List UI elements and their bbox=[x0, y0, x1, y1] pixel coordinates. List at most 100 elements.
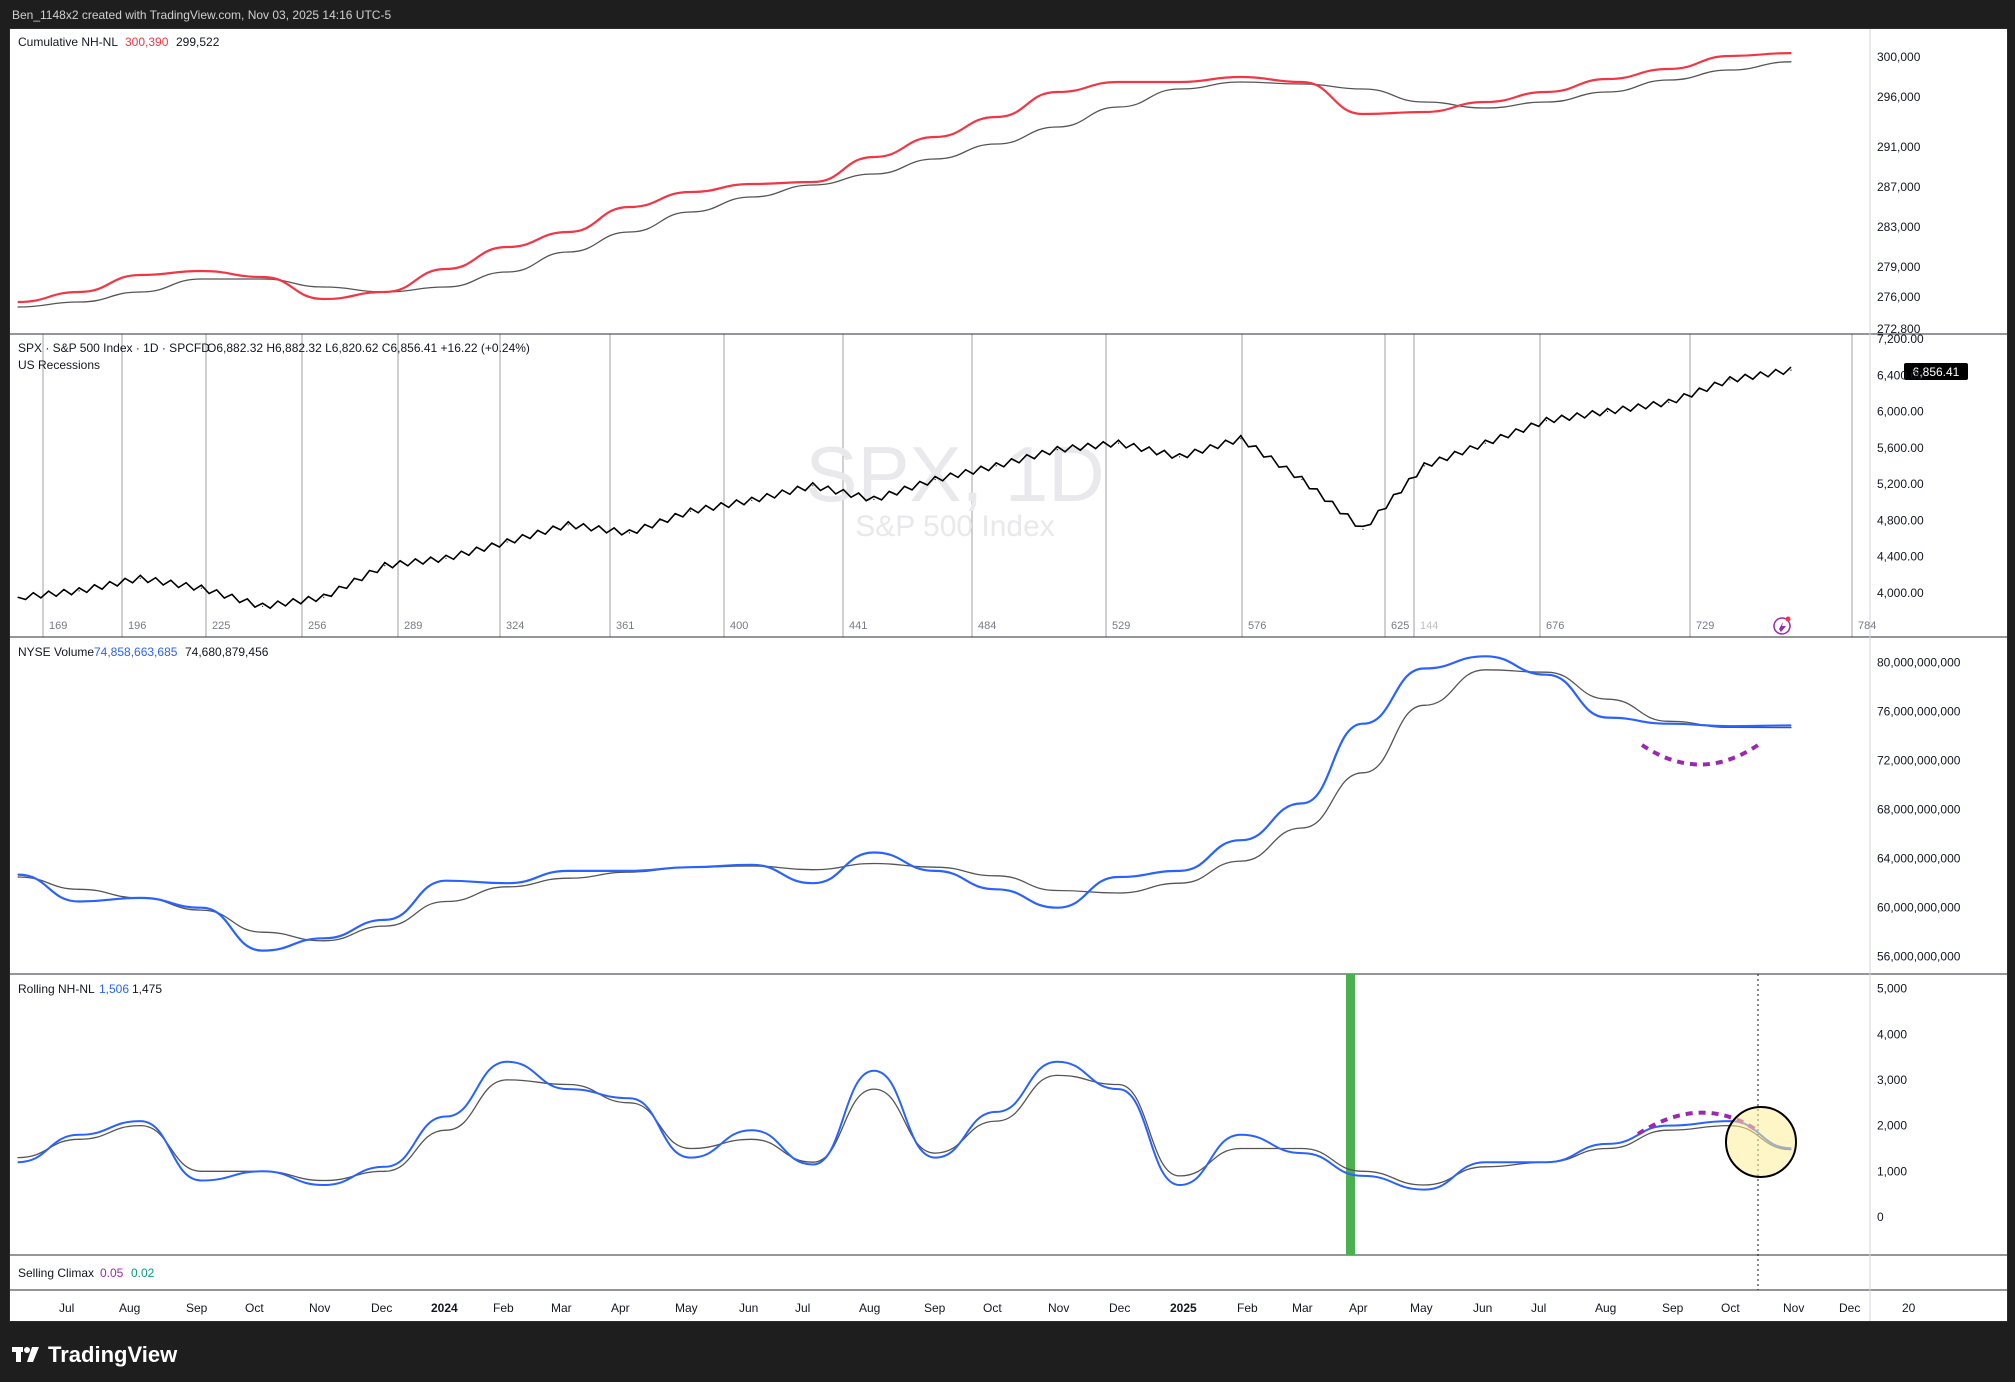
data-point bbox=[995, 465, 997, 467]
data-point bbox=[995, 116, 997, 118]
data-point bbox=[1484, 655, 1486, 657]
data-point bbox=[1423, 101, 1425, 103]
spx-legend: SPX · S&P 500 Index · 1D · SPCFD O6,882.… bbox=[18, 341, 530, 372]
data-point bbox=[1362, 88, 1364, 90]
data-point bbox=[1179, 456, 1181, 458]
bar-count-label: 196 bbox=[128, 620, 146, 632]
data-point bbox=[139, 291, 141, 293]
data-point bbox=[200, 1179, 202, 1182]
replay-icon[interactable] bbox=[1773, 616, 1791, 635]
data-point bbox=[1668, 1129, 1670, 1131]
chart-svg[interactable]: 169 196 225 256 289 324 361 400 441 484 529 576 625 1… bbox=[10, 29, 2007, 1321]
y-axis-tick-label: 60,000,000,000 bbox=[1877, 901, 1961, 915]
y-axis-tick-label: 279,000 bbox=[1877, 260, 1921, 274]
data-point bbox=[1179, 81, 1181, 83]
x-axis-tick-label: Nov bbox=[1783, 1301, 1804, 1315]
data-point bbox=[934, 1157, 936, 1159]
x-axis-tick-label: Apr bbox=[1349, 1301, 1368, 1315]
x-axis-tick-label: 20 bbox=[1902, 1301, 1916, 1315]
data-point bbox=[1117, 1083, 1120, 1086]
data-point bbox=[751, 196, 753, 198]
data-point bbox=[323, 298, 325, 300]
nhnl-value-2: 299,522 bbox=[176, 35, 220, 49]
bar-count-label: 529 bbox=[1112, 620, 1130, 632]
data-point bbox=[1423, 1189, 1425, 1191]
data-point bbox=[262, 1170, 264, 1172]
data-point bbox=[1545, 671, 1547, 673]
y-axis-tick-label: 7,200.00 bbox=[1877, 332, 1924, 346]
bar-count-label: 361 bbox=[616, 620, 634, 632]
data-point bbox=[567, 870, 569, 872]
data-point bbox=[567, 524, 569, 526]
y-axis-tick-label: 5,600.00 bbox=[1877, 441, 1924, 455]
y-axis-tick-label: 3,000 bbox=[1877, 1073, 1907, 1087]
rolling-legend: Rolling NH-NL 1,506 1,475 bbox=[18, 982, 162, 996]
rolling-title: Rolling NH-NL bbox=[18, 982, 95, 996]
watermark-symbol: SPX, 1D bbox=[805, 430, 1104, 518]
data-point bbox=[689, 1157, 692, 1159]
data-point bbox=[1729, 69, 1731, 71]
data-point bbox=[200, 1170, 202, 1172]
data-point bbox=[1790, 724, 1792, 727]
data-point bbox=[934, 158, 936, 160]
data-point bbox=[567, 1088, 569, 1090]
chart-frame[interactable]: 169 196 225 256 289 324 361 400 441 484 529 576 625 1… bbox=[9, 28, 2008, 1322]
data-point bbox=[323, 1184, 325, 1186]
data-point bbox=[78, 590, 80, 592]
data-point bbox=[567, 231, 569, 233]
data-point bbox=[262, 278, 264, 280]
tradingview-logo[interactable]: TradingView bbox=[12, 1342, 177, 1368]
attribution-bar: Ben_1148x2 created with TradingView.com,… bbox=[0, 0, 2015, 28]
spx-last-price: 6,856.41 bbox=[1913, 365, 1960, 379]
data-point bbox=[1056, 126, 1058, 128]
data-point bbox=[1240, 76, 1242, 78]
volume-dashed-smile bbox=[1640, 743, 1760, 767]
data-point bbox=[1423, 704, 1425, 706]
data-point bbox=[995, 1111, 997, 1113]
data-point bbox=[1729, 55, 1731, 57]
data-point bbox=[812, 882, 814, 884]
data-point bbox=[1056, 889, 1058, 892]
data-point bbox=[78, 888, 80, 890]
data-point bbox=[1240, 839, 1242, 841]
data-point bbox=[1056, 1061, 1058, 1063]
y-axis-tick-label: 4,800.00 bbox=[1877, 513, 1924, 527]
data-point bbox=[17, 876, 19, 878]
data-point bbox=[1545, 1161, 1547, 1163]
data-point bbox=[445, 557, 447, 559]
data-point bbox=[1301, 1152, 1303, 1154]
data-point bbox=[1607, 78, 1609, 80]
bar-count-label: 256 bbox=[308, 620, 326, 632]
data-point bbox=[1117, 892, 1120, 894]
series-layer bbox=[17, 52, 1792, 1191]
data-point bbox=[995, 888, 997, 890]
data-point bbox=[1240, 1134, 1242, 1136]
x-axis-tick-label: Dec bbox=[1839, 1301, 1860, 1315]
data-point bbox=[17, 306, 19, 308]
data-point bbox=[1668, 720, 1670, 722]
volume-value-2: 74,680,879,456 bbox=[185, 645, 269, 659]
x-axis-tick-label: Mar bbox=[551, 1301, 572, 1315]
data-point bbox=[1607, 698, 1609, 700]
data-point bbox=[200, 909, 202, 911]
spx-title: SPX · S&P 500 Index · 1D · SPCFD bbox=[18, 341, 210, 355]
pane-separators bbox=[10, 29, 2007, 1321]
data-point bbox=[506, 246, 508, 248]
data-point bbox=[323, 286, 325, 288]
data-point bbox=[445, 268, 447, 270]
x-axis-tick-label: Jul bbox=[59, 1301, 74, 1315]
data-point bbox=[689, 191, 692, 193]
data-point bbox=[751, 864, 753, 866]
data-point bbox=[934, 136, 936, 138]
data-point bbox=[1362, 772, 1364, 774]
data-point bbox=[323, 940, 325, 942]
data-point bbox=[1484, 669, 1486, 671]
data-point bbox=[78, 900, 80, 903]
data-point bbox=[1362, 113, 1364, 115]
data-point bbox=[445, 900, 447, 903]
x-axis-tick-label: Sep bbox=[924, 1301, 946, 1315]
bar-count-label: 784 bbox=[1858, 620, 1876, 632]
data-point bbox=[384, 565, 386, 567]
x-axis-tick-label: Oct bbox=[245, 1301, 264, 1315]
data-point bbox=[78, 1134, 80, 1136]
